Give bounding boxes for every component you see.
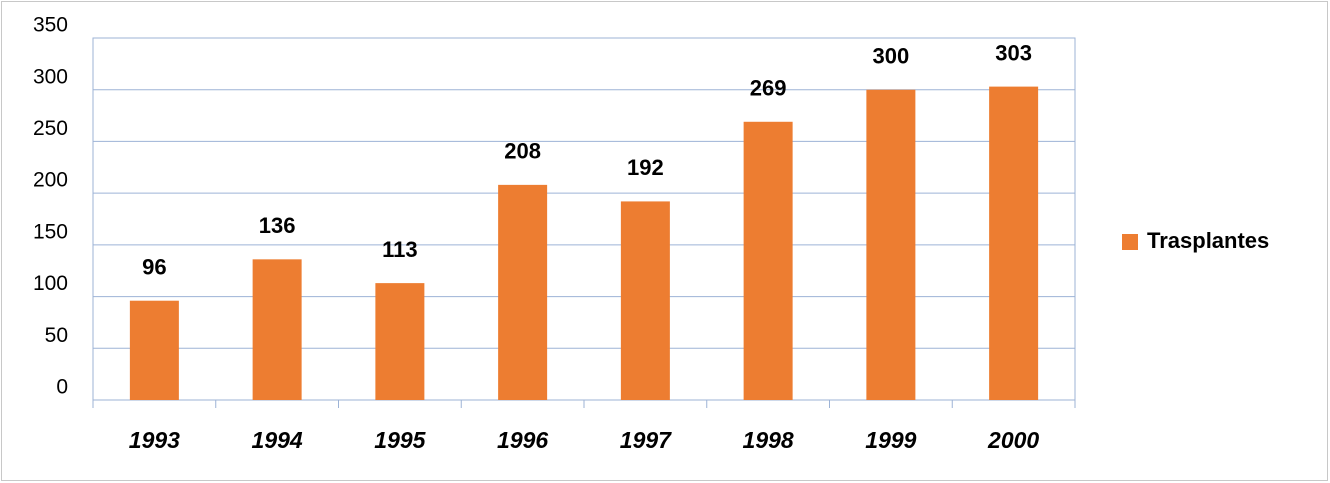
bar xyxy=(866,89,916,400)
x-tick-label: 1998 xyxy=(743,427,794,453)
y-tick-label: 0 xyxy=(56,376,68,399)
x-tick-label: 1997 xyxy=(620,427,672,453)
bar xyxy=(743,121,793,400)
bar xyxy=(498,184,548,400)
data-label: 113 xyxy=(382,237,418,262)
x-tick-label: 1996 xyxy=(497,427,548,453)
x-tick-label: 1999 xyxy=(865,427,916,453)
y-tick-label: 350 xyxy=(33,14,68,37)
legend-label: Trasplantes xyxy=(1147,228,1269,253)
y-tick-label: 300 xyxy=(33,65,68,88)
data-label: 269 xyxy=(750,76,787,101)
x-tick-label: 1995 xyxy=(374,427,426,453)
x-tick-label: 1994 xyxy=(252,427,303,453)
legend-swatch xyxy=(1122,234,1138,250)
x-tick-label: 1993 xyxy=(129,427,180,453)
y-tick-label: 50 xyxy=(45,324,68,347)
y-tick-label: 100 xyxy=(33,272,68,295)
x-tick-label: 2000 xyxy=(987,427,1039,453)
bar xyxy=(375,283,425,400)
y-tick-label: 200 xyxy=(33,169,68,192)
bar xyxy=(252,259,302,400)
data-label: 303 xyxy=(995,40,1032,65)
y-tick-label: 250 xyxy=(33,117,68,140)
data-label: 208 xyxy=(504,139,541,164)
data-label: 192 xyxy=(627,155,664,180)
y-tick-label: 150 xyxy=(33,220,68,243)
bar xyxy=(129,300,179,400)
data-label: 300 xyxy=(873,44,910,69)
bar xyxy=(989,86,1039,401)
bar xyxy=(620,201,670,400)
data-label: 136 xyxy=(259,213,296,238)
data-label: 96 xyxy=(142,255,166,280)
